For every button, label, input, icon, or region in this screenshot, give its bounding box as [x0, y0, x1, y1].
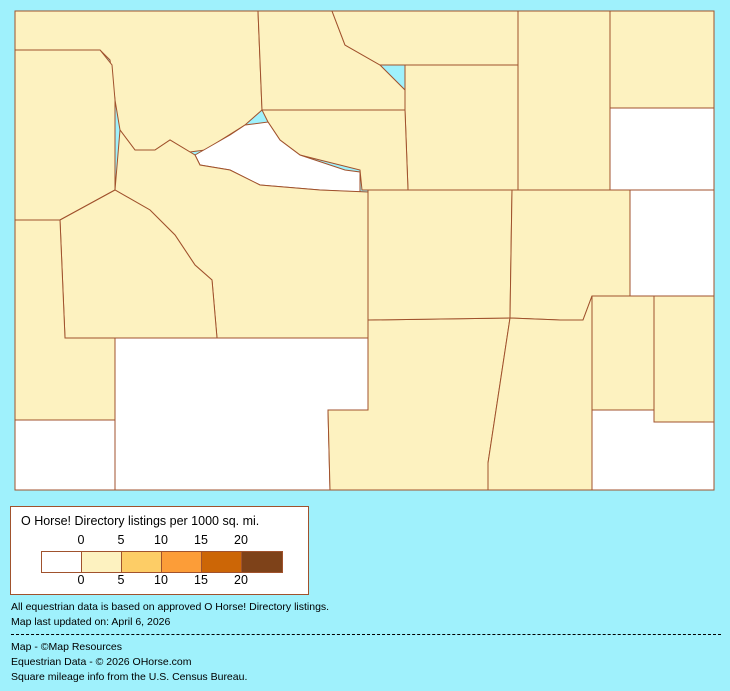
map-credit: Map - ©Map Resources: [11, 641, 123, 653]
legend-tick-bottom: 20: [234, 573, 248, 587]
legend-swatch: [82, 552, 122, 572]
county-region[interactable]: [517, 10, 611, 191]
legend-swatch: [162, 552, 202, 572]
legend-tick-top: 15: [194, 533, 208, 547]
county-region[interactable]: [367, 189, 513, 321]
county-region[interactable]: [404, 64, 519, 191]
legend: O Horse! Directory listings per 1000 sq.…: [10, 506, 309, 595]
state-county-map: [14, 10, 715, 491]
legend-title: O Horse! Directory listings per 1000 sq.…: [21, 514, 260, 528]
county-region[interactable]: [14, 49, 116, 221]
county-region[interactable]: [591, 409, 715, 491]
divider: [11, 634, 721, 635]
legend-tick-top: 10: [154, 533, 168, 547]
census-credit: Square mileage info from the U.S. Census…: [11, 671, 248, 683]
data-basis-note: All equestrian data is based on approved…: [11, 601, 330, 613]
legend-swatch: [122, 552, 162, 572]
legend-tick-top: 20: [234, 533, 248, 547]
legend-tick-bottom: 0: [77, 573, 85, 587]
legend-tick-top: 5: [117, 533, 125, 547]
legend-tick-bottom: 10: [154, 573, 168, 587]
county-region[interactable]: [14, 419, 116, 491]
legend-swatch: [242, 552, 282, 572]
legend-tick-top: 0: [77, 533, 85, 547]
legend-color-scale: [41, 551, 283, 573]
state-outline: [14, 10, 715, 491]
data-credit: Equestrian Data - © 2026 OHorse.com: [11, 656, 192, 668]
county-region[interactable]: [609, 107, 715, 191]
county-region[interactable]: [629, 189, 715, 297]
legend-tick-bottom: 5: [117, 573, 125, 587]
county-region[interactable]: [591, 295, 655, 411]
county-region[interactable]: [609, 10, 715, 109]
legend-swatch: [202, 552, 242, 572]
legend-swatch: [42, 552, 82, 572]
updated-note: Map last updated on: April 6, 2026: [11, 616, 171, 628]
county-region[interactable]: [653, 295, 715, 423]
legend-tick-bottom: 15: [194, 573, 208, 587]
